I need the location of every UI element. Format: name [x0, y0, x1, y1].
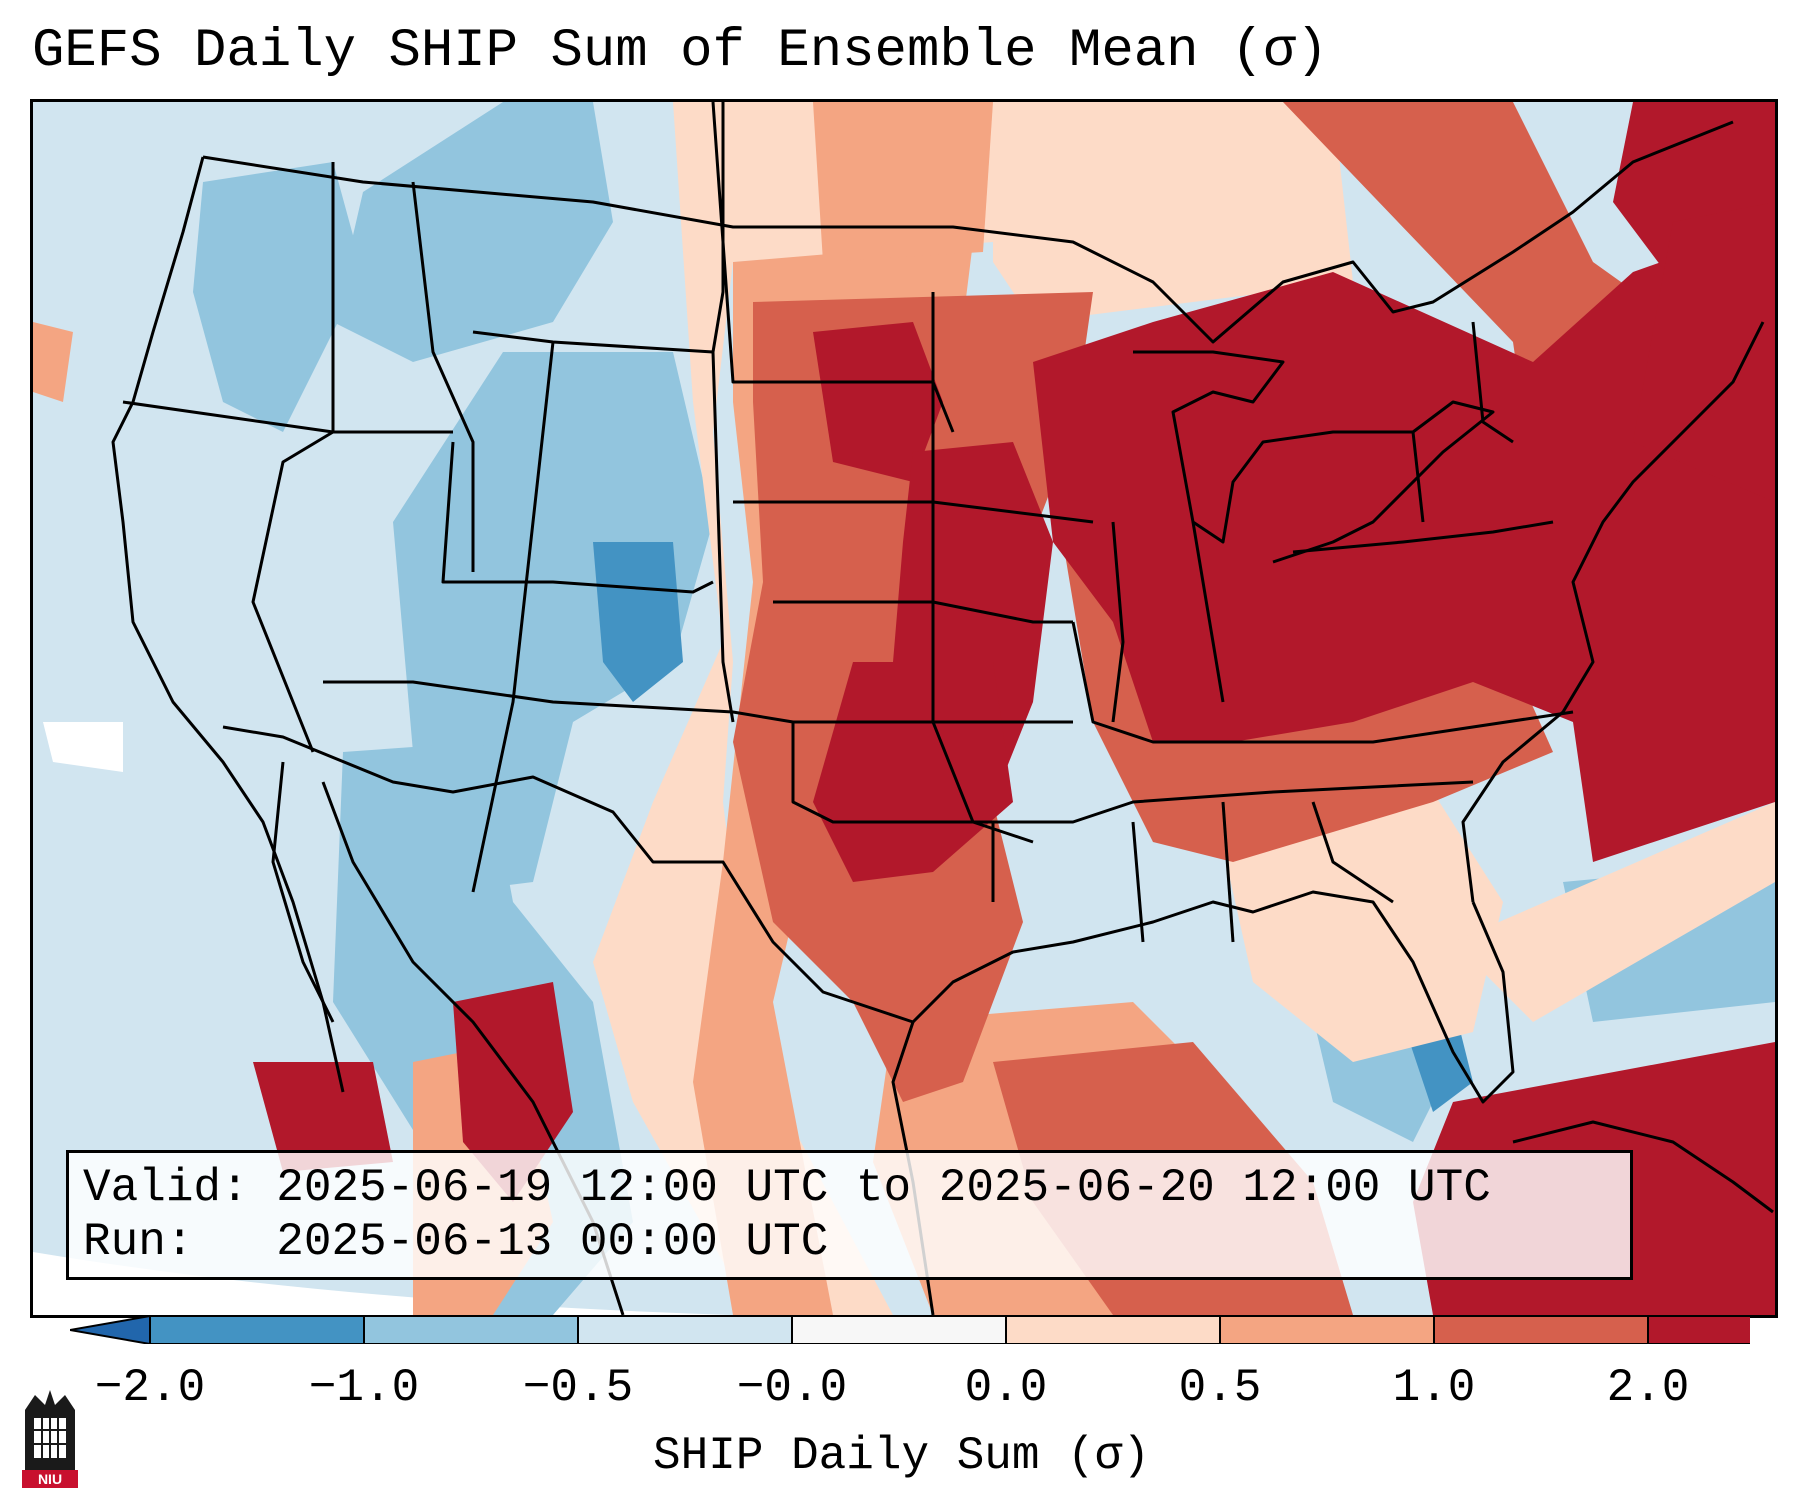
us-mexico-border [222, 725, 914, 1024]
valid-line: Valid: 2025-06-19 12:00 UTC to 2025-06-2… [83, 1162, 1491, 1214]
colorbar-segment [1006, 1316, 1220, 1344]
state-line [711, 102, 955, 433]
shade-salmon [33, 322, 73, 402]
state-line [993, 780, 1474, 824]
atlantic-coast [1461, 321, 1765, 903]
colorbar-label: SHIP Daily Sum (σ) [653, 1430, 1150, 1482]
pacific-coast [111, 156, 345, 1093]
off-domain-area [33, 1252, 733, 1315]
map-panel[interactable] [30, 99, 1778, 1318]
shade-dark-red [253, 1062, 393, 1172]
state-line [1292, 520, 1554, 554]
state-line [441, 441, 714, 594]
colorbar-segment [578, 1316, 792, 1344]
niu-logo-icon: NIU [22, 1390, 78, 1488]
state-line [1221, 801, 1235, 943]
shade-dark-red [813, 322, 943, 482]
state-line [931, 292, 1034, 844]
state-line [773, 600, 1073, 624]
state-line [323, 680, 1073, 724]
colorbar-segment [792, 1316, 1006, 1344]
logo-text: NIU [38, 1471, 62, 1487]
colorbar-segment [150, 1316, 364, 1344]
colorbar-segment [364, 1316, 578, 1344]
shade-light-peach [593, 102, 993, 1315]
colorbar-tick-label: 2.0 [1606, 1362, 1690, 1414]
shade-medium-blue [193, 162, 363, 432]
shade-dark-red [813, 662, 1013, 882]
state-line [1071, 621, 1574, 744]
colorbar [70, 1316, 1750, 1344]
baja-peninsula [271, 761, 335, 1023]
state-line [1311, 801, 1394, 904]
state-line [791, 722, 995, 902]
shade-salmon [813, 102, 993, 262]
colorbar-tick-label: −0.0 [736, 1362, 848, 1414]
state-line [1111, 521, 1125, 723]
map-title: GEFS Daily SHIP Sum of Ensemble Mean (σ) [32, 21, 1329, 82]
colorbar-tick-label: −1.0 [308, 1362, 420, 1414]
gulf-coast [911, 890, 1515, 1104]
colorbar-extend-low [70, 1316, 151, 1344]
run-line: Run: 2025-06-13 00:00 UTC [83, 1216, 829, 1268]
state-line [471, 341, 555, 893]
colorbar-tick-label: −2.0 [94, 1362, 206, 1414]
colorbar-segment [1648, 1316, 1750, 1344]
cuba-outline [1512, 1120, 1774, 1214]
state-line [1191, 521, 1225, 703]
state-line [1411, 431, 1425, 523]
colorbar-segment [1220, 1316, 1434, 1344]
state-line [711, 351, 735, 723]
shade-white [43, 722, 123, 772]
colorbar-tick-label: 0.0 [964, 1362, 1048, 1414]
boundary-layer [111, 102, 1774, 1315]
colorbar-tick-label: 0.5 [1178, 1362, 1262, 1414]
state-line [1131, 821, 1145, 943]
ship-map[interactable] [33, 102, 1775, 1315]
great-lakes [1133, 350, 1495, 564]
shade-medium-blue [333, 102, 613, 362]
colorbar-tick-label: 1.0 [1392, 1362, 1476, 1414]
validity-info-box: Valid: 2025-06-19 12:00 UTC to 2025-06-2… [66, 1150, 1633, 1280]
shade-dark-blue [593, 542, 683, 702]
canada-border [202, 120, 1734, 344]
shade-dark-red [1633, 202, 1775, 502]
shade-light-peach [993, 102, 1353, 322]
shade-light-peach [1453, 802, 1775, 1022]
shade-light-peach [1213, 792, 1503, 1062]
state-line [251, 162, 335, 753]
colorbar-tick-label: −0.5 [522, 1362, 634, 1414]
colorbar-segment [1434, 1316, 1648, 1344]
state-line [1471, 321, 1514, 444]
state-line [411, 181, 475, 572]
